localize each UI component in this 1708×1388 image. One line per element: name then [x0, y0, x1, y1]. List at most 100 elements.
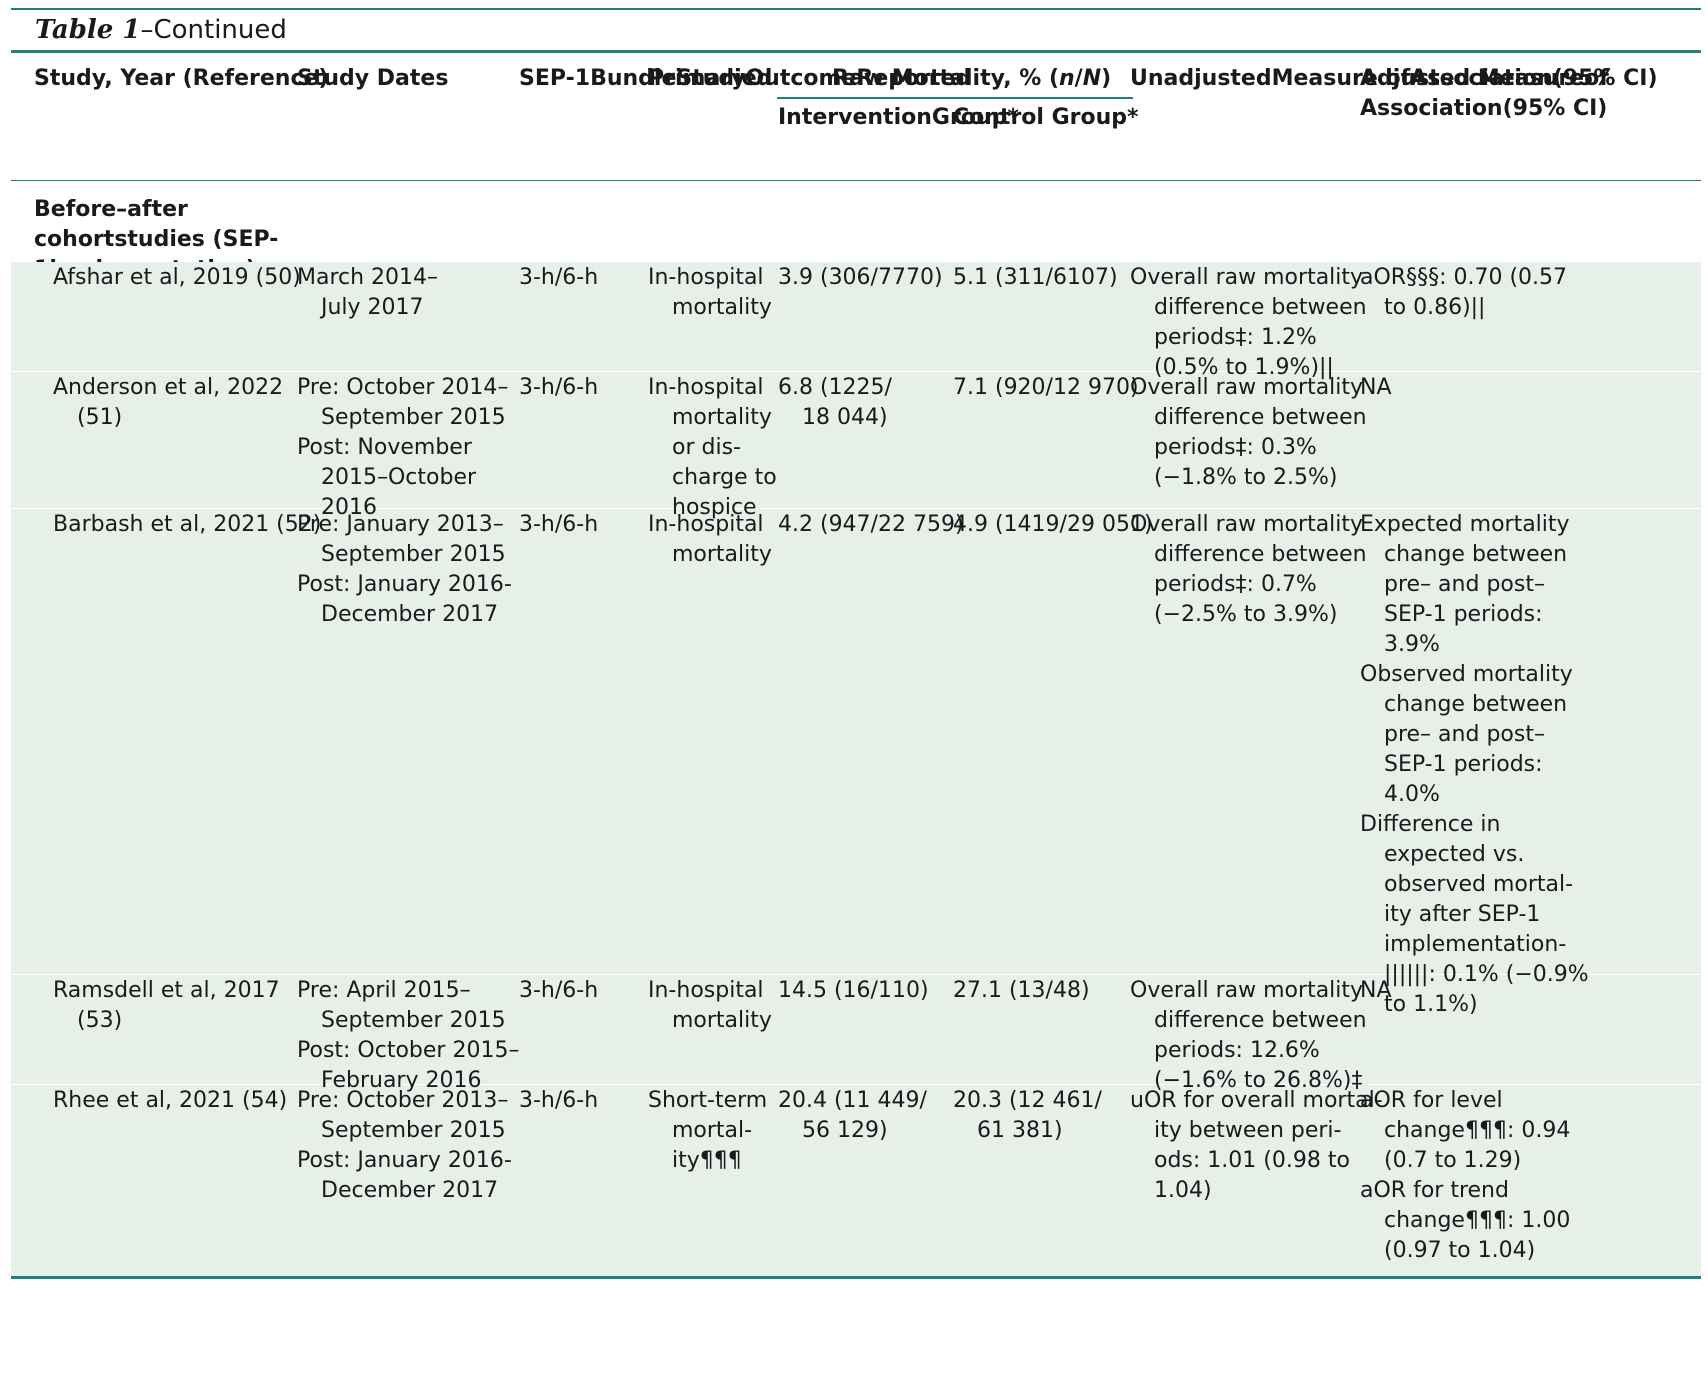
- header-outcome-line: Reported: [856, 66, 972, 91]
- cell-outcome: In-hospital mortality: [648, 976, 772, 1036]
- cell-control-line: 20.3 (12 461/: [953, 1088, 1102, 1113]
- cell-outcome-line: hospice: [672, 495, 757, 520]
- header-intervention-line: Intervention: [778, 105, 932, 130]
- cell-control: 7.1 (920/12 970): [953, 373, 1139, 403]
- cell-outcome-line: mortality: [672, 542, 772, 567]
- header-unadjusted-line: Measure of: [1271, 66, 1411, 91]
- cell-study: Rhee et al, 2021 (54): [53, 1086, 287, 1116]
- cell-unadjusted: Overall raw mortality difference between p…: [1130, 510, 1367, 630]
- cell-study-dates-line: February 2016: [321, 1068, 482, 1093]
- rows-band: [11, 262, 1701, 1276]
- cell-adjusted-line: aOR for trend: [1360, 1178, 1509, 1203]
- cell-adjusted-line: change¶¶¶: 0.94: [1384, 1118, 1571, 1143]
- cell-outcome-line: In-hospital: [648, 265, 764, 290]
- cell-unadjusted-line: ods: 1.01 (0.98 to: [1154, 1148, 1350, 1173]
- header-unadjusted-line: (95% CI): [1552, 66, 1658, 91]
- cell-control: 20.3 (12 461/61 381): [953, 1086, 1102, 1146]
- table-number: Table 1: [35, 15, 141, 45]
- cell-study-line: (53): [77, 1008, 123, 1033]
- cell-adjusted-line: Observed mortality: [1360, 662, 1573, 687]
- cell-adjusted-line: Difference in: [1360, 812, 1501, 837]
- cell-adjusted-line: ||||||: 0.1% (−0.9%: [1384, 962, 1589, 987]
- cell-study-line: Rhee et al, 2021 (54): [53, 1088, 288, 1113]
- cell-adjusted: aOR for level change¶¶¶: 0.94 (0.7 to 1.29…: [1360, 1086, 1570, 1266]
- cell-outcome-line: In-hospital: [648, 978, 764, 1003]
- cell-control-line: 27.1 (13/48): [953, 978, 1090, 1003]
- cell-bundle-line: 3-h/6-h: [519, 375, 599, 400]
- top-rule: [11, 8, 1701, 10]
- cell-adjusted-line: (0.97 to 1.04): [1384, 1238, 1536, 1263]
- header-adjusted-line: Adjusted Measure: [1360, 66, 1585, 91]
- raw-mortality-span-rule: [777, 97, 1133, 99]
- cell-study-dates-line: July 2017: [321, 295, 424, 320]
- header-raw-mortality: Raw Mortality, % (n/N): [832, 64, 1111, 94]
- cell-unadjusted-line: difference between: [1154, 405, 1367, 430]
- header-top-rule: [11, 50, 1701, 53]
- cell-unadjusted: Overall raw mortality difference between p…: [1130, 976, 1367, 1096]
- cell-study-dates-line: Post: October 2015–: [297, 1038, 520, 1063]
- table-caption: Table 1–Continued: [35, 14, 287, 46]
- cell-study: Afshar et al, 2019 (50): [53, 263, 301, 293]
- cell-unadjusted-line: (−1.8% to 2.5%): [1154, 465, 1338, 490]
- cell-study-line: Afshar et al, 2019 (50): [53, 265, 301, 290]
- header-study-dates: Study Dates: [297, 64, 448, 94]
- cell-bundle: 3-h/6-h: [519, 373, 598, 403]
- cell-unadjusted-line: Overall raw mortality: [1130, 978, 1364, 1003]
- cell-unadjusted-line: Overall raw mortality: [1130, 512, 1364, 537]
- cell-study-dates: March 2014– July 2017: [297, 263, 438, 323]
- header-outcome-line: Primary: [648, 66, 746, 91]
- cell-study-line: Barbash et al, 2021 (52): [53, 512, 322, 537]
- cell-adjusted-line: SEP-1 periods:: [1384, 752, 1543, 777]
- cell-study-dates-line: Post: January 2016-: [297, 572, 512, 597]
- cell-unadjusted-line: (−1.6% to 26.8%)‡: [1154, 1068, 1363, 1093]
- table-caption-suffix: –Continued: [140, 15, 287, 45]
- cell-intervention: 4.2 (947/22 759): [778, 510, 964, 540]
- cell-unadjusted-line: periods‡: 0.7%: [1154, 572, 1317, 597]
- cell-study-dates-line: Pre: April 2015–: [297, 978, 471, 1003]
- cell-adjusted-line: SEP-1 periods:: [1384, 602, 1543, 627]
- cell-bundle: 3-h/6-h: [519, 1086, 598, 1116]
- cell-bundle-line: 3-h/6-h: [519, 978, 599, 1003]
- cell-study-dates-line: Pre: October 2013–: [297, 1088, 509, 1113]
- cell-bundle: 3-h/6-h: [519, 510, 598, 540]
- cell-unadjusted: Overall raw mortality difference between p…: [1130, 373, 1367, 493]
- cell-adjusted-line: observed mortal-: [1384, 872, 1574, 897]
- cell-unadjusted-line: periods‡: 1.2%: [1154, 325, 1317, 350]
- cell-adjusted: NA: [1360, 976, 1392, 1006]
- cell-adjusted-line: change¶¶¶: 1.00: [1384, 1208, 1571, 1233]
- cell-adjusted-line: change between: [1384, 692, 1568, 717]
- cell-intervention-line: 3.9 (306/7770): [778, 265, 943, 290]
- header-bundle-line: Studied: [676, 66, 773, 91]
- cell-unadjusted-line: periods‡: 0.3%: [1154, 435, 1317, 460]
- cell-adjusted-line: to 1.1%): [1384, 992, 1478, 1017]
- cell-adjusted-line: ity after SEP-1: [1384, 902, 1541, 927]
- cell-study-dates: Pre: October 2014– September 2015 Post: No…: [297, 373, 508, 523]
- row-separator: [11, 508, 1701, 509]
- cell-intervention-line: 20.4 (11 449/: [778, 1088, 927, 1113]
- cell-bundle-line: 3-h/6-h: [519, 512, 599, 537]
- cell-unadjusted-line: Overall raw mortality: [1130, 265, 1364, 290]
- header-intervention: InterventionGroup*: [778, 103, 1019, 133]
- cell-study-dates: Pre: January 2013– September 2015 Post: Ja…: [297, 510, 512, 630]
- table-page: Table 1–Continued Study, Year (Reference…: [11, 0, 1701, 1388]
- cell-outcome-line: mortality: [672, 405, 772, 430]
- cell-outcome-line: Short-term: [648, 1088, 768, 1113]
- cell-intervention-line: 18 044): [802, 405, 888, 430]
- header-unadjusted-line: Unadjusted: [1130, 66, 1272, 91]
- section-label-line: Before–after cohort: [34, 197, 188, 252]
- cell-study-dates-line: Pre: January 2013–: [297, 512, 504, 537]
- cell-unadjusted-line: difference between: [1154, 1008, 1367, 1033]
- cell-adjusted: Expected mortality change between pre– and…: [1360, 510, 1589, 1020]
- header-intervention-line: Group*: [931, 105, 1019, 130]
- cell-intervention: 6.8 (1225/18 044): [778, 373, 892, 433]
- row-separator: [11, 371, 1701, 372]
- header-bundle-line: SEP-1: [519, 66, 591, 91]
- cell-unadjusted-line: 1.04): [1154, 1178, 1212, 1203]
- cell-unadjusted-line: difference between: [1154, 542, 1367, 567]
- cell-adjusted-line: implementation-: [1384, 932, 1567, 957]
- cell-unadjusted: uOR for overall mortal-ity between peri-…: [1130, 1086, 1383, 1206]
- cell-study-dates-line: Post: November: [297, 435, 472, 460]
- cell-adjusted-line: to 0.86)||: [1384, 295, 1486, 320]
- cell-study-dates: Pre: April 2015– September 2015 Post: Octo…: [297, 976, 519, 1096]
- header-unadjusted: UnadjustedMeasure ofAssociation(95% CI): [1130, 64, 1658, 94]
